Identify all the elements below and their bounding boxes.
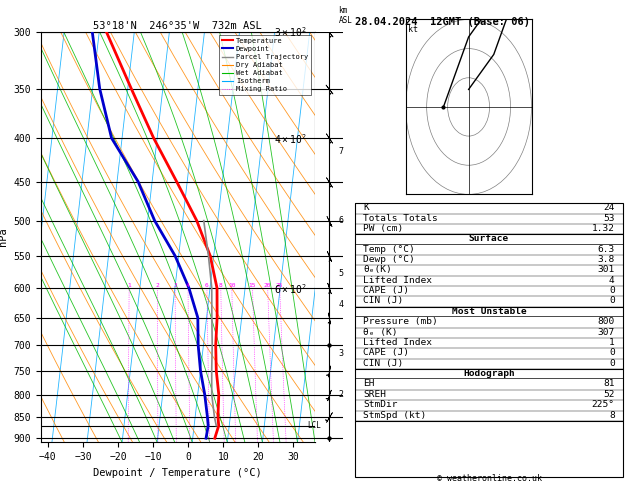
Text: 20: 20 xyxy=(264,283,272,288)
Legend: Temperature, Dewpoint, Parcel Trajectory, Dry Adiabat, Wet Adiabat, Isotherm, Mi: Temperature, Dewpoint, Parcel Trajectory… xyxy=(220,35,311,95)
Text: 2: 2 xyxy=(155,283,159,288)
Text: 307: 307 xyxy=(598,328,615,337)
Text: 1.32: 1.32 xyxy=(592,224,615,233)
Text: Dewp (°C): Dewp (°C) xyxy=(364,255,415,264)
Text: 10: 10 xyxy=(228,283,236,288)
Text: 1: 1 xyxy=(127,283,131,288)
Text: CIN (J): CIN (J) xyxy=(364,359,404,368)
Y-axis label: hPa: hPa xyxy=(0,227,8,246)
Text: Hodograph: Hodograph xyxy=(463,369,515,378)
Text: SREH: SREH xyxy=(364,390,386,399)
Text: 225°: 225° xyxy=(592,400,615,409)
Text: StmDir: StmDir xyxy=(364,400,398,409)
Text: 4: 4 xyxy=(186,283,190,288)
Text: Temp (°C): Temp (°C) xyxy=(364,244,415,254)
Text: θₑ(K): θₑ(K) xyxy=(364,265,392,275)
Text: 6.3: 6.3 xyxy=(598,244,615,254)
Text: StmSpd (kt): StmSpd (kt) xyxy=(364,411,426,419)
Text: 0: 0 xyxy=(609,359,615,368)
Text: 0: 0 xyxy=(609,286,615,295)
Text: 28.04.2024  12GMT (Base: 06): 28.04.2024 12GMT (Base: 06) xyxy=(355,17,530,27)
Text: 0: 0 xyxy=(609,296,615,306)
Text: 2: 2 xyxy=(338,390,343,399)
Text: CAPE (J): CAPE (J) xyxy=(364,286,409,295)
Text: Surface: Surface xyxy=(469,234,509,243)
Text: EH: EH xyxy=(364,380,375,388)
X-axis label: Dewpoint / Temperature (°C): Dewpoint / Temperature (°C) xyxy=(93,468,262,478)
Text: 4: 4 xyxy=(609,276,615,285)
Text: 15: 15 xyxy=(249,283,256,288)
Text: CAPE (J): CAPE (J) xyxy=(364,348,409,357)
Text: 53: 53 xyxy=(603,213,615,223)
Text: 4: 4 xyxy=(338,300,343,310)
Text: Pressure (mb): Pressure (mb) xyxy=(364,317,438,326)
Text: 3: 3 xyxy=(173,283,177,288)
Text: © weatheronline.co.uk: © weatheronline.co.uk xyxy=(437,474,542,483)
Text: kt: kt xyxy=(408,25,418,34)
Text: Lifted Index: Lifted Index xyxy=(364,276,432,285)
Text: 1: 1 xyxy=(609,338,615,347)
Text: 25: 25 xyxy=(276,283,284,288)
Text: 301: 301 xyxy=(598,265,615,275)
FancyBboxPatch shape xyxy=(355,203,623,477)
Text: 7: 7 xyxy=(338,147,343,156)
Text: Most Unstable: Most Unstable xyxy=(452,307,526,316)
Text: 0: 0 xyxy=(609,348,615,357)
Text: Totals Totals: Totals Totals xyxy=(364,213,438,223)
Title: 53°18'N  246°35'W  732m ASL: 53°18'N 246°35'W 732m ASL xyxy=(93,21,262,31)
Text: CIN (J): CIN (J) xyxy=(364,296,404,306)
Text: km
ASL: km ASL xyxy=(338,6,352,25)
Text: K: K xyxy=(364,203,369,212)
Text: 3: 3 xyxy=(338,348,343,358)
Text: 3.8: 3.8 xyxy=(598,255,615,264)
Text: 800: 800 xyxy=(598,317,615,326)
Text: θₑ (K): θₑ (K) xyxy=(364,328,398,337)
Text: 8: 8 xyxy=(219,283,223,288)
Text: 5: 5 xyxy=(338,268,343,278)
Text: 24: 24 xyxy=(603,203,615,212)
Text: Lifted Index: Lifted Index xyxy=(364,338,432,347)
Text: 52: 52 xyxy=(603,390,615,399)
Text: 8: 8 xyxy=(609,411,615,419)
Text: 6: 6 xyxy=(205,283,209,288)
Text: 81: 81 xyxy=(603,380,615,388)
Text: LCL: LCL xyxy=(308,421,321,430)
Text: PW (cm): PW (cm) xyxy=(364,224,404,233)
Text: 6: 6 xyxy=(338,216,343,225)
